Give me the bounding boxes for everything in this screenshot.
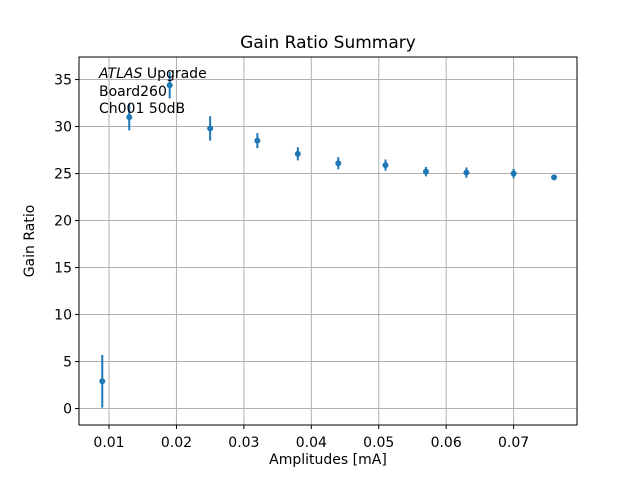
data-point-marker xyxy=(335,160,342,167)
annotation-line-1: ATLAS Upgrade xyxy=(99,66,207,84)
data-point-marker xyxy=(126,114,133,121)
x-tick-label: 0.06 xyxy=(431,435,462,451)
data-point-marker xyxy=(551,174,558,181)
data-point-marker xyxy=(254,137,261,144)
y-axis-label: Gain Ratio xyxy=(22,204,38,278)
data-point-marker xyxy=(294,150,301,157)
y-tick-label: 20 xyxy=(54,214,72,230)
annotation-block: ATLAS Upgrade Board260 Ch001 50dB xyxy=(99,66,207,119)
x-tick-label: 0.03 xyxy=(228,435,259,451)
data-point-marker xyxy=(166,82,173,89)
x-tick-label: 0.04 xyxy=(296,435,327,451)
y-tick-label: 0 xyxy=(63,402,72,418)
data-point-marker xyxy=(382,162,389,169)
y-tick-label: 15 xyxy=(54,261,72,277)
annotation-atlas-italic: ATLAS xyxy=(99,66,143,82)
data-point-marker xyxy=(207,125,214,132)
data-point-marker xyxy=(422,168,429,175)
x-tick-label: 0.07 xyxy=(498,435,529,451)
y-tick-label: 30 xyxy=(54,120,72,136)
y-tick-label: 25 xyxy=(54,167,72,183)
x-tick-label: 0.05 xyxy=(363,435,394,451)
y-tick-label: 10 xyxy=(54,308,72,324)
x-tick-label: 0.01 xyxy=(93,435,124,451)
chart-title: Gain Ratio Summary xyxy=(240,33,416,53)
annotation-upgrade: Upgrade xyxy=(142,66,207,82)
x-axis-label: Amplitudes [mA] xyxy=(269,452,387,468)
data-point-marker xyxy=(510,170,517,177)
data-point-marker xyxy=(463,169,470,176)
y-tick-label: 5 xyxy=(63,355,72,371)
y-tick-label: 35 xyxy=(54,73,72,89)
data-point-marker xyxy=(99,378,106,385)
annotation-line-2: Board260 xyxy=(99,83,167,100)
axes-spines xyxy=(78,56,578,426)
annotation-line-3: Ch001 50dB xyxy=(99,101,186,117)
x-tick-label: 0.02 xyxy=(161,435,192,451)
